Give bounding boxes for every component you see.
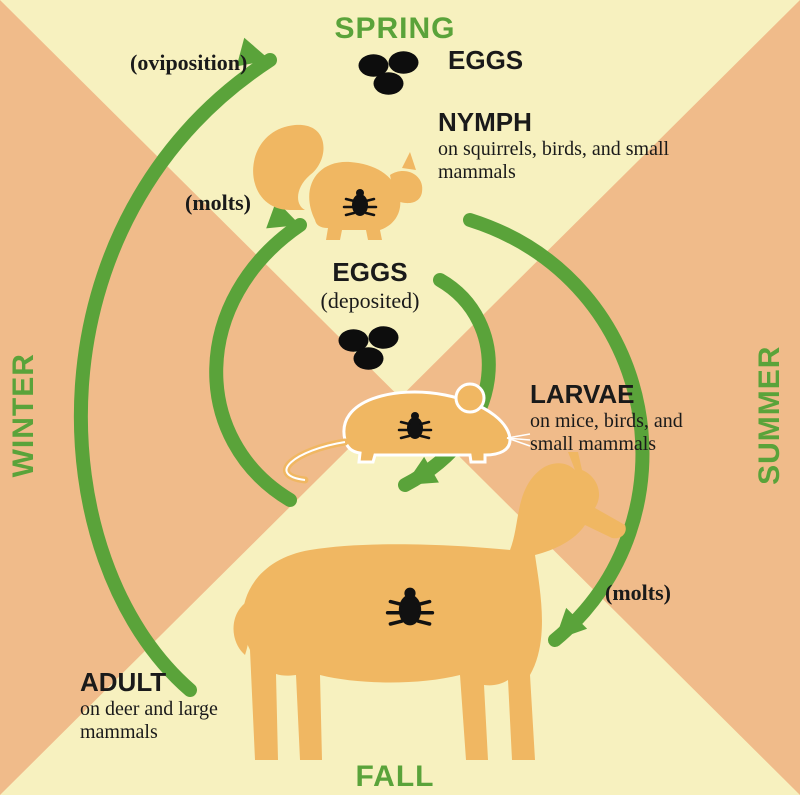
larvae-sub: on mice, birds, and small mammals [530, 410, 720, 456]
eggs-deposited-sub: (deposited) [321, 288, 420, 313]
stage-adult: ADULTon deer and large mammals [80, 668, 300, 744]
adult-title: ADULT [80, 668, 300, 698]
season-left: WINTER [7, 353, 42, 477]
adult-sub: on deer and large mammals [80, 698, 300, 744]
season-top: SPRING [334, 12, 455, 47]
stage-eggs-top: EGGS [448, 46, 523, 76]
stage-larvae: LARVAEon mice, birds, and small mammals [530, 380, 720, 456]
process-oviposition: (oviposition) [130, 50, 247, 75]
nymph-title: NYMPH [438, 108, 698, 138]
stage-eggs-deposited: EGGS(deposited) [321, 258, 420, 313]
process-molts_right: (molts) [605, 580, 671, 605]
stage-nymph: NYMPHon squirrels, birds, and small mamm… [438, 108, 698, 184]
season-right: SUMMER [753, 346, 788, 485]
larvae-title: LARVAE [530, 380, 720, 410]
season-bottom: FALL [356, 760, 435, 795]
nymph-sub: on squirrels, birds, and small mammals [438, 138, 698, 184]
eggs-deposited-title: EGGS [321, 258, 420, 288]
eggs-title: EGGS [448, 45, 523, 75]
process-molts_top: (molts) [185, 190, 251, 215]
